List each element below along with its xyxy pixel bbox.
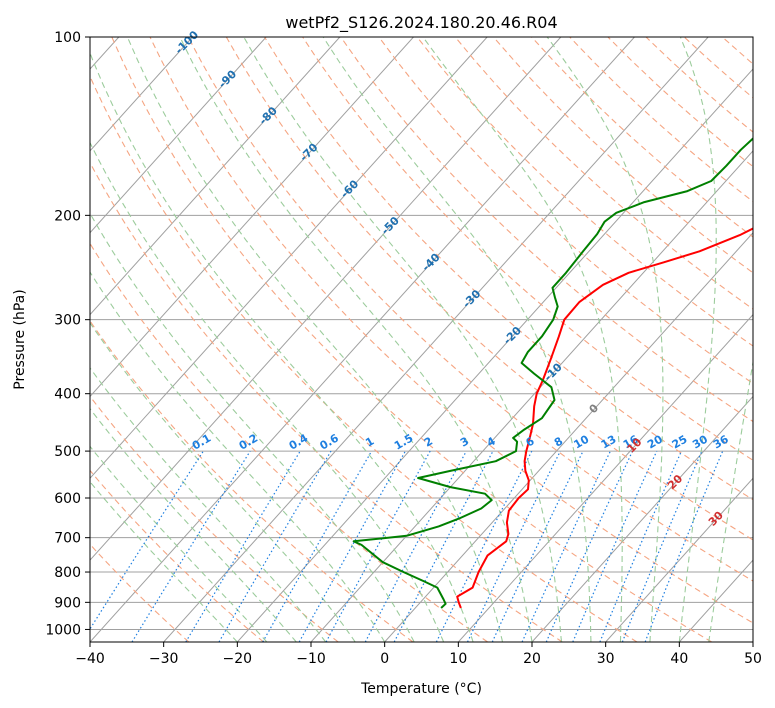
isotherm-line: [90, 37, 635, 642]
y-tick-label: 600: [54, 491, 81, 507]
isotherm-line: [90, 37, 414, 398]
x-tick-label: 10: [449, 651, 467, 667]
dry-adiabat-line: [90, 320, 414, 642]
moist-adiabat-line: [90, 271, 386, 642]
mixing-ratio-line: [325, 450, 431, 642]
y-tick-label: 300: [54, 313, 81, 329]
x-tick-label: 20: [523, 651, 541, 667]
dry-adiabat-line: [111, 37, 712, 642]
moist-adiabat-line: [90, 321, 356, 642]
moist-adiabat-line: [90, 141, 445, 642]
y-tick-label: 200: [54, 208, 81, 224]
dry-adiabat-line: [90, 395, 339, 642]
y-axis: 100 200 300 400 500 600 700 800 900 1000: [45, 30, 90, 638]
mixing-ratio-line: [298, 450, 406, 642]
moist-adiabat-line: [243, 37, 563, 642]
y-tick-label: 800: [54, 565, 81, 581]
sounding-profiles: [352, 137, 753, 609]
isotherm-line: [90, 37, 341, 316]
mixing-ratio-line: [131, 450, 251, 642]
moist-adiabat-line: [678, 37, 717, 642]
isotherm-line: [90, 37, 267, 234]
isotherm-line: [384, 231, 753, 642]
isotherm-line: [236, 68, 753, 642]
isotherm-line: [90, 37, 193, 152]
dewpoint-profile: [352, 137, 753, 609]
mixing-ratio-line: [364, 450, 467, 642]
y-tick-label: 900: [54, 595, 81, 611]
moist-adiabat-line: [90, 212, 415, 642]
isotherm-line: [605, 477, 753, 642]
background-lines: [90, 37, 753, 642]
x-tick-label: −30: [149, 651, 179, 667]
mixing-ratio-line: [90, 450, 204, 631]
x-tick-label: 40: [670, 651, 688, 667]
dry-adiabat-line: [90, 543, 190, 642]
x-tick-label: 30: [597, 651, 615, 667]
y-tick-label: 100: [54, 30, 81, 46]
isotherm-line: [163, 37, 709, 642]
moist-adiabat-line: [546, 37, 664, 642]
mixing-ratio-line: [621, 450, 703, 642]
x-axis: −40 −30 −20 −10 0 10 20 30 40 50: [75, 642, 762, 667]
moist-adiabat-line: [90, 445, 268, 642]
mixing-ratio-line: [435, 450, 533, 642]
y-tick-label: 400: [54, 387, 81, 403]
moist-adiabat-line: [90, 480, 238, 642]
y-tick-label: 1000: [45, 622, 81, 638]
y-tick-label: 500: [54, 444, 81, 460]
dry-adiabat-line: [90, 469, 264, 642]
mixing-ratio-line: [572, 450, 658, 642]
moist-adiabat-line: [126, 37, 504, 642]
moist-adiabat-line: [179, 37, 533, 642]
dry-adiabat-line: [90, 161, 563, 642]
x-tick-label: −40: [75, 651, 105, 667]
moist-adiabat-line: [708, 358, 753, 642]
isotherm-line: [90, 37, 562, 561]
y-tick-label: 700: [54, 531, 81, 547]
x-axis-title: Temperature (°C): [360, 681, 482, 697]
x-tick-label: −20: [223, 651, 253, 667]
moist-adiabat-line: [422, 37, 623, 642]
moist-adiabat-line: [322, 37, 592, 642]
temperature-profile: [456, 227, 753, 609]
mixing-ratio-line: [644, 450, 724, 642]
plot-frame: [89, 36, 754, 643]
isotherm-line: [90, 37, 488, 480]
dry-adiabat-line: [90, 242, 488, 642]
x-tick-label: −10: [296, 651, 326, 667]
isotherm-line: [310, 150, 753, 642]
x-tick-label: 50: [744, 651, 762, 667]
dry-adiabat-line: [454, 37, 753, 310]
mixing-ratio-line: [599, 450, 682, 642]
moist-adiabat-line: [90, 407, 297, 642]
x-tick-label: 0: [380, 651, 389, 667]
chart-title: wetPf2_S126.2024.180.20.46.R04: [285, 13, 557, 33]
y-axis-title: Pressure (hPa): [12, 289, 28, 389]
mixing-ratio-line: [545, 450, 634, 642]
moist-adiabat-line: [90, 367, 327, 642]
dry-adiabat-line: [416, 37, 753, 347]
dry-adiabat-line: [149, 37, 753, 624]
